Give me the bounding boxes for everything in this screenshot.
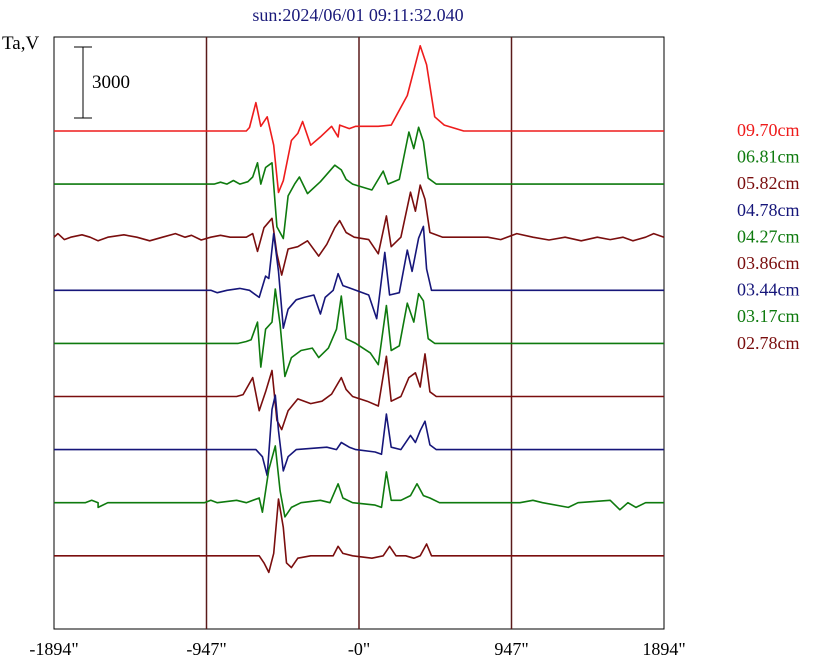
series-line-06.81cm — [54, 126, 664, 240]
legend-item-04.27cm: 04.27cm — [737, 226, 800, 246]
series-line-03.86cm — [54, 353, 664, 431]
legend-item-06.81cm: 06.81cm — [737, 147, 800, 167]
x-tick-label-1: -947" — [186, 639, 226, 659]
series-line-04.78cm — [54, 225, 664, 329]
x-tick-label-4: 1894" — [642, 639, 685, 659]
scale-bar: 3000 — [74, 46, 130, 119]
chart-title: sun:2024/06/01 09:11:32.040 — [252, 5, 463, 25]
x-axis-ticks: -1894" -947" -0" 947" 1894" — [29, 639, 685, 659]
legend-item-02.78cm: 02.78cm — [737, 333, 800, 353]
legend: 09.70cm 06.81cm 05.82cm 04.78cm 04.27cm 03.86… — [737, 120, 800, 353]
series-line-05.82cm — [53, 184, 665, 276]
series-layer — [53, 45, 665, 574]
legend-item-03.17cm: 03.17cm — [737, 306, 800, 326]
series-line-04.27cm — [54, 288, 664, 378]
legend-item-03.44cm: 03.44cm — [737, 280, 800, 300]
legend-item-04.78cm: 04.78cm — [737, 200, 800, 220]
x-tick-label-0: -1894" — [29, 639, 78, 659]
vertical-reference-lines — [205, 37, 513, 629]
series-line-02.78cm — [54, 498, 664, 574]
x-tick-label-2: -0" — [348, 639, 370, 659]
series-line-03.44cm — [54, 394, 664, 477]
scale-bar-label: 3000 — [92, 72, 130, 93]
series-line-09.70cm — [54, 45, 664, 194]
x-tick-label-3: 947" — [494, 639, 528, 659]
y-axis-label: Ta,V — [2, 33, 39, 54]
legend-item-09.70cm: 09.70cm — [737, 120, 800, 140]
legend-item-05.82cm: 05.82cm — [737, 173, 800, 193]
legend-item-03.86cm: 03.86cm — [737, 253, 800, 273]
series-line-03.17cm — [54, 445, 664, 518]
